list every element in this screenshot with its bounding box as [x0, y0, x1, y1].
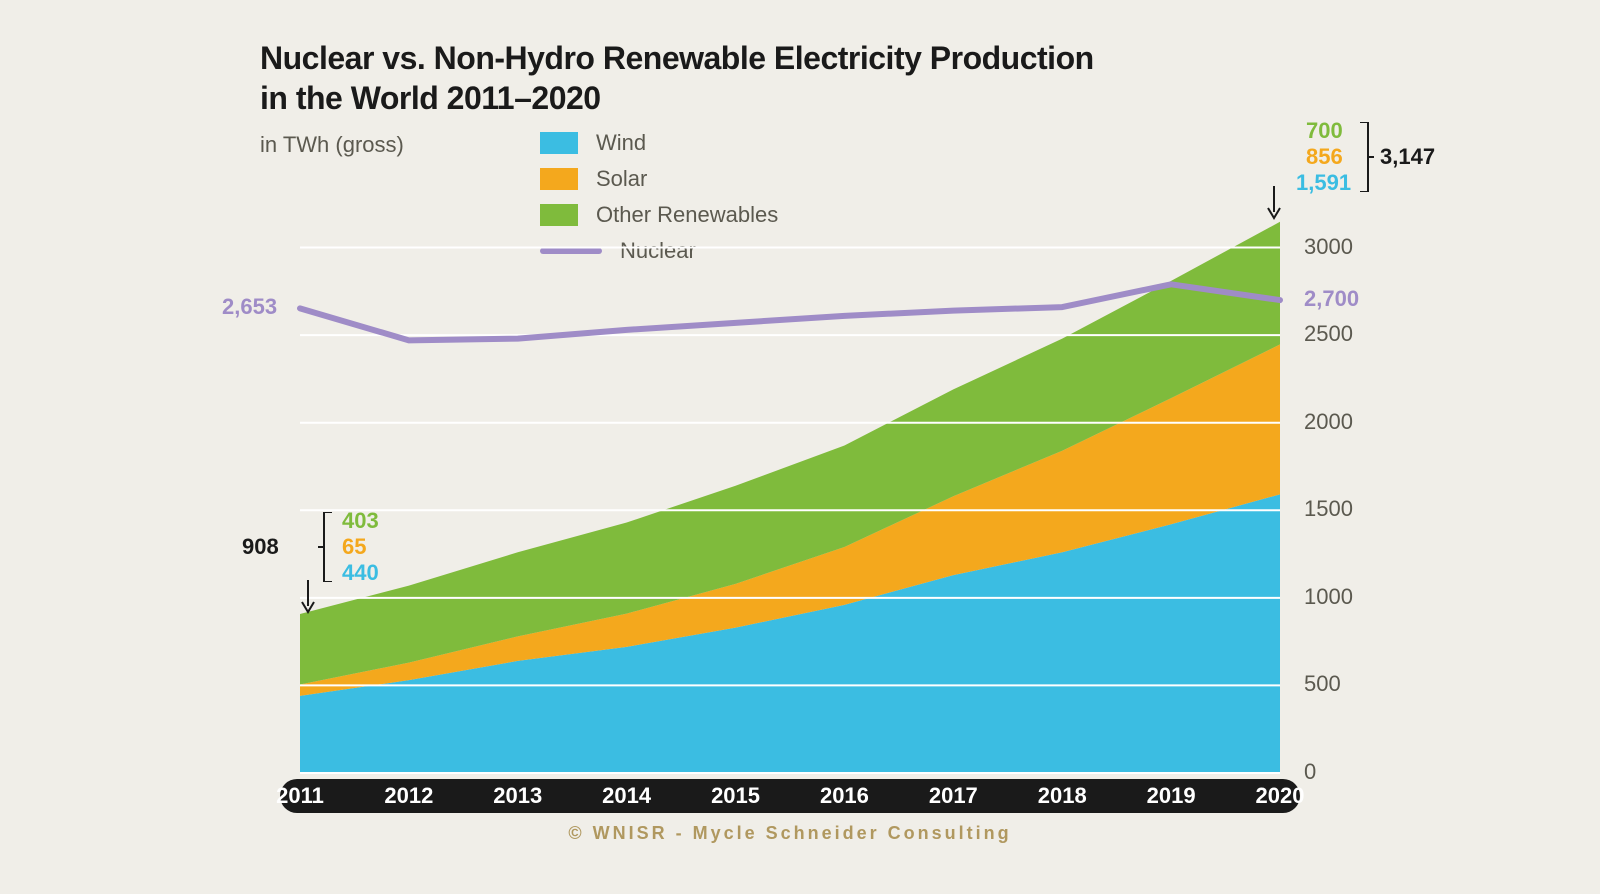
y-tick-label: 3000 [1304, 234, 1384, 260]
y-tick-label: 500 [1304, 671, 1384, 697]
callout-end-total: 3,147 [1380, 144, 1435, 170]
legend-label: Solar [596, 166, 647, 192]
callout-end-wind: 1,591 [1296, 170, 1351, 196]
y-tick-label: 2500 [1304, 321, 1384, 347]
x-tick-label: 2015 [701, 783, 771, 809]
arrow-end [1266, 186, 1282, 220]
callout-start-total: 908 [242, 534, 279, 560]
credit-line: © WNISR - Mycle Schneider Consulting [420, 823, 1160, 844]
y-tick-label: 1000 [1304, 584, 1384, 610]
x-tick-label: 2017 [918, 783, 988, 809]
legend-swatch [540, 168, 578, 190]
bracket-start [318, 512, 338, 582]
x-tick-label: 2019 [1136, 783, 1206, 809]
callout-start-other: 403 [342, 508, 379, 534]
y-tick-label: 0 [1304, 759, 1384, 785]
y-axis-unit: in TWh (gross) [260, 132, 404, 158]
callout-start-wind: 440 [342, 560, 379, 586]
x-tick-label: 2011 [265, 783, 335, 809]
callout-start-solar: 65 [342, 534, 366, 560]
y-tick-label: 1500 [1304, 496, 1384, 522]
bracket-end [1360, 122, 1380, 192]
legend-item: Wind [540, 128, 778, 158]
callout-nuclear-end: 2,700 [1304, 286, 1359, 312]
x-tick-label: 2016 [809, 783, 879, 809]
callout-end-solar: 856 [1306, 144, 1343, 170]
title-line-2: in the World 2011–2020 [260, 80, 601, 116]
x-tick-label: 2014 [592, 783, 662, 809]
legend-label: Wind [596, 130, 646, 156]
legend-item: Solar [540, 164, 778, 194]
plot-svg [300, 195, 1280, 773]
x-tick-label: 2018 [1027, 783, 1097, 809]
arrow-start [300, 580, 316, 614]
callout-nuclear-start: 2,653 [222, 294, 277, 320]
x-tick-label: 2012 [374, 783, 444, 809]
chart-title: Nuclear vs. Non-Hydro Renewable Electric… [260, 38, 1094, 118]
chart-frame: Nuclear vs. Non-Hydro Renewable Electric… [0, 0, 1600, 894]
callout-end-other: 700 [1306, 118, 1343, 144]
plot-area [300, 195, 1280, 773]
x-tick-label: 2013 [483, 783, 553, 809]
title-line-1: Nuclear vs. Non-Hydro Renewable Electric… [260, 40, 1094, 76]
x-tick-label: 2020 [1245, 783, 1315, 809]
legend-swatch [540, 132, 578, 154]
y-tick-label: 2000 [1304, 409, 1384, 435]
